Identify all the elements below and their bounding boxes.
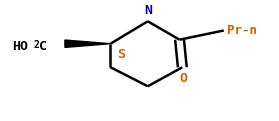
Text: S: S (117, 48, 126, 60)
Polygon shape (65, 40, 110, 47)
Text: 2: 2 (33, 40, 39, 50)
Text: HO: HO (13, 40, 28, 53)
Text: C: C (39, 40, 47, 53)
Text: N: N (144, 4, 152, 17)
Text: O: O (180, 72, 188, 85)
Text: Pr-n: Pr-n (227, 24, 256, 37)
